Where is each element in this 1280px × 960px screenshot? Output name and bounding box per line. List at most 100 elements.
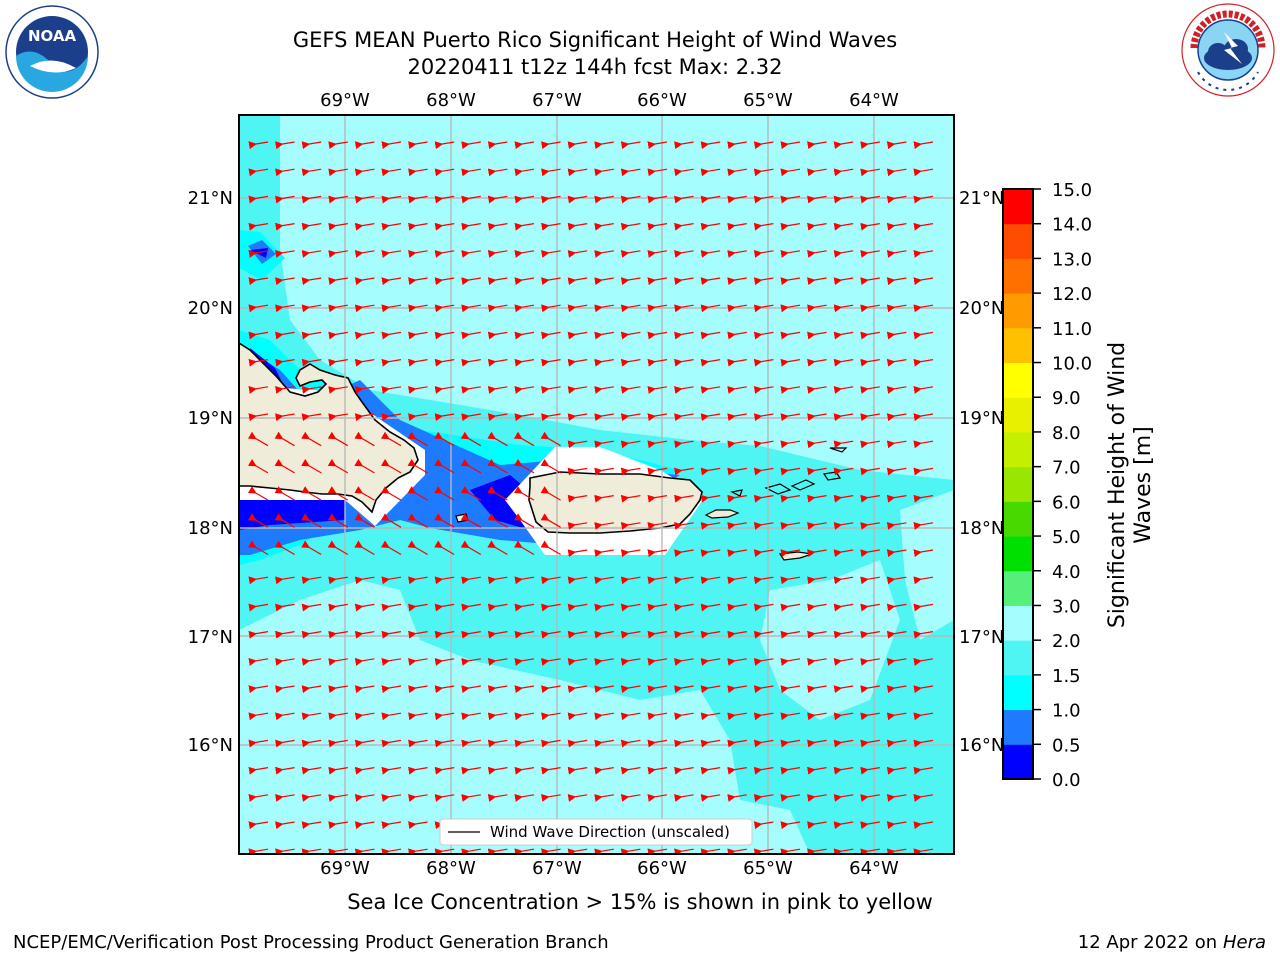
wave-direction-arrow [807, 630, 827, 639]
wave-direction-arrow [620, 467, 641, 476]
wave-direction-arrow [301, 712, 322, 721]
wave-direction-arrow [301, 358, 322, 367]
wave-direction-arrow [434, 603, 455, 612]
wave-direction-arrow [514, 766, 535, 775]
wave-direction-arrow [913, 739, 934, 748]
colorbar [1003, 189, 1033, 780]
wave-direction-arrow [354, 685, 375, 694]
credit-machine: Hera [1222, 932, 1266, 953]
wave-direction-arrow [860, 467, 880, 476]
wave-direction-arrow [647, 250, 668, 258]
wave-direction-arrow [381, 141, 402, 150]
wave-direction-arrow [434, 576, 455, 585]
wave-direction-arrow [354, 431, 375, 447]
wave-direction-arrow [328, 576, 348, 585]
wave-direction-arrow [620, 685, 641, 694]
wave-direction-arrow [886, 685, 907, 694]
wave-direction-arrow [807, 685, 827, 694]
wave-direction-arrow [354, 358, 375, 367]
wave-direction-arrow [913, 549, 934, 558]
wave-direction-arrow [674, 549, 694, 558]
wave-direction-arrow [328, 685, 348, 694]
wave-direction-arrow [327, 513, 349, 528]
wave-direction-arrow [301, 848, 322, 854]
wave-direction-arrow [461, 848, 481, 854]
wave-direction-arrow [567, 658, 588, 666]
wave-direction-arrow [248, 358, 269, 367]
wave-direction-arrow [381, 222, 402, 231]
wave-direction-arrow [807, 467, 827, 476]
wave-direction-arrow [328, 277, 348, 286]
wave-direction-arrow [354, 603, 375, 612]
wave-direction-arrow [407, 540, 428, 556]
wave-direction-arrow [620, 794, 641, 802]
wave-direction-arrow [434, 848, 455, 854]
wave-direction-arrow [594, 712, 614, 721]
wave-direction-arrow [780, 168, 801, 177]
wave-direction-arrow [248, 222, 269, 231]
wave-direction-arrow [247, 513, 269, 528]
wave-direction-arrow [647, 576, 668, 585]
wave-direction-arrow [301, 540, 322, 556]
wave-direction-arrow [780, 440, 801, 449]
wave-direction-arrow [567, 331, 588, 340]
wave-direction-arrow [594, 222, 614, 231]
wave-direction-arrow [620, 494, 641, 503]
wave-direction-arrow [275, 277, 295, 286]
wave-direction-arrow [381, 848, 402, 854]
wave-direction-arrow [833, 222, 854, 231]
wave-direction-arrow [407, 458, 428, 474]
colorbar-segment [1003, 397, 1033, 433]
wave-direction-arrow [886, 331, 907, 340]
wave-direction-arrow [886, 304, 907, 313]
lat-label-right: 21°N [959, 188, 1004, 209]
wave-direction-arrow [275, 413, 295, 422]
wave-direction-arrow [753, 440, 774, 449]
wave-direction-arrow [833, 794, 854, 802]
wave-direction-arrow [594, 250, 614, 258]
wave-direction-arrow [753, 576, 774, 585]
lon-label-bottom: 68°W [426, 858, 476, 879]
wave-direction-arrow [381, 685, 402, 694]
wave-direction-arrow [248, 630, 269, 639]
wave-direction-arrow [753, 304, 774, 313]
wave-direction-arrow [567, 712, 588, 721]
wave-direction-arrow [860, 576, 880, 585]
wave-direction-arrow [567, 386, 588, 394]
wave-direction-arrow [301, 486, 322, 501]
wave-direction-arrow [780, 522, 801, 530]
wave-direction-arrow [833, 467, 854, 476]
wave-direction-arrow [886, 576, 907, 585]
colorbar-tick-label: 0.5 [1052, 735, 1081, 756]
wave-direction-arrow [274, 431, 295, 447]
wave-direction-arrow [700, 467, 721, 476]
wave-direction-arrow [514, 386, 535, 394]
wave-direction-arrow [727, 739, 747, 748]
wave-direction-arrow [807, 358, 827, 367]
wave-direction-arrow [780, 576, 801, 585]
wave-direction-arrow [727, 848, 747, 854]
wave-direction-arrow [647, 440, 668, 449]
wave-direction-arrow [620, 522, 641, 530]
wave-direction-arrow [513, 458, 535, 474]
wave-direction-arrow [886, 712, 907, 721]
wave-direction-arrow [513, 431, 535, 447]
wave-direction-arrow [487, 331, 508, 340]
colorbar-tick-label: 1.0 [1052, 701, 1081, 722]
wave-direction-arrow [248, 331, 269, 340]
wave-direction-arrow [487, 386, 508, 394]
wave-direction-arrow [833, 304, 854, 313]
wave-direction-arrow [674, 522, 694, 530]
wave-direction-arrow [700, 440, 721, 449]
wave-direction-arrow [434, 630, 455, 639]
wave-direction-arrow [647, 195, 668, 204]
wave-direction-arrow [460, 458, 482, 474]
wave-direction-arrow [328, 603, 348, 612]
wave-direction-arrow [567, 739, 588, 748]
chart-subtitle: 20220411 t12z 144h fcst Max: 2.32 [407, 55, 783, 79]
wave-direction-arrow [461, 712, 481, 721]
wave-direction-arrow [514, 277, 535, 286]
wave-direction-arrow [753, 168, 774, 177]
wave-direction-arrow [541, 685, 561, 694]
wave-direction-arrow [514, 739, 535, 748]
